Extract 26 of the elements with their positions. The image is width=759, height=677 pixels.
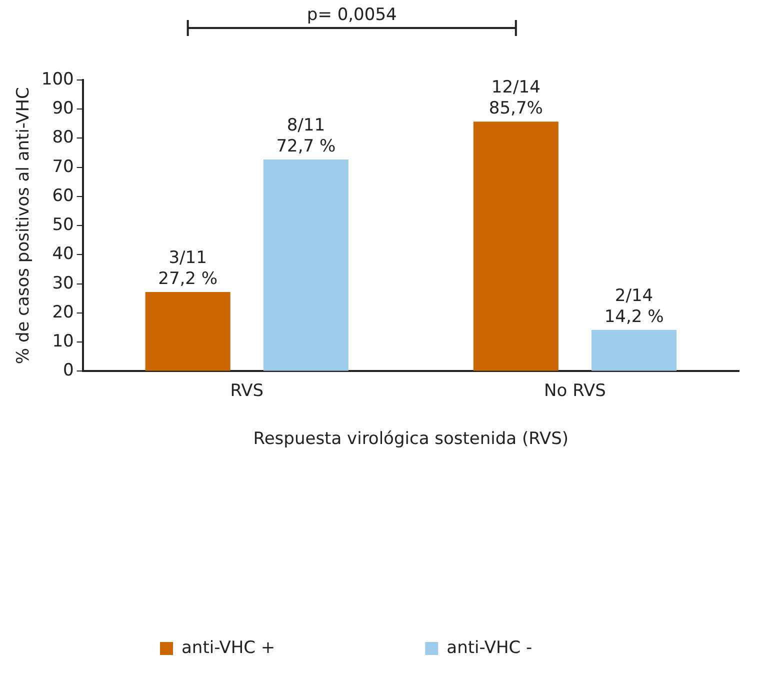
y-tick-label: 100 [41, 69, 74, 90]
legend-label: anti-VHC - [446, 638, 532, 658]
data-label: 2/14 14,2 % [604, 286, 664, 327]
x-axis-title: Respuesta virológica sostenida (RVS) [253, 429, 569, 450]
bar [263, 160, 348, 371]
bar [145, 292, 230, 371]
y-tick-label: 60 [52, 186, 74, 206]
text: p= 0,0054 [306, 4, 397, 25]
y-tick-label: 40 [52, 244, 74, 264]
y-tick-label: 20 [52, 302, 74, 322]
y-tick-label: 50 [52, 215, 74, 236]
bar [591, 330, 677, 371]
y-tick-label: 10 [52, 332, 74, 352]
y-axis-title: % de casos positivos al anti-VHC [14, 87, 34, 364]
data-label: 3/11 27,2 % [158, 248, 218, 289]
y-tick-label: 90 [52, 98, 74, 119]
x-tick-label: RVS [230, 380, 264, 401]
legend-label: anti-VHC + [182, 638, 276, 658]
y-tick-label: 80 [52, 128, 74, 148]
data-label: 12/14 85,7% [488, 78, 543, 119]
y-tick-label: 30 [52, 273, 74, 294]
y-tick-label: 0 [63, 360, 74, 381]
bar [473, 122, 558, 371]
data-label: 8/11 72,7 % [276, 115, 336, 156]
x-tick-label: No RVS [544, 380, 606, 401]
y-tick-label: 70 [52, 156, 74, 177]
